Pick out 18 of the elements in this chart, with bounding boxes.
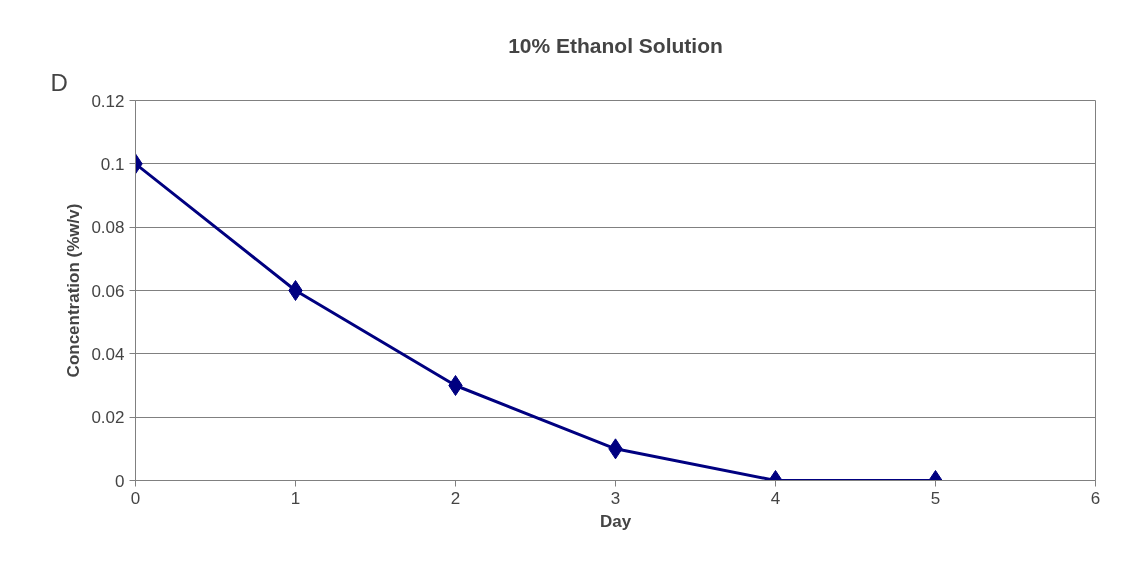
- x-tick-label: 2: [450, 488, 461, 508]
- y-tick-label: 0.04: [91, 344, 125, 364]
- text: D: [50, 68, 68, 96]
- y-tick-label: 0.1: [100, 154, 125, 174]
- y-tick-label: 0.12: [91, 91, 125, 111]
- x-axis-title: Day: [599, 511, 632, 531]
- y-tick-label: 0.06: [91, 281, 125, 301]
- x-tick-label: 1: [290, 488, 301, 508]
- x-tick-label: 4: [770, 488, 781, 508]
- chart-title: 10% Ethanol Solution: [508, 33, 723, 57]
- y-tick-label: 0: [115, 471, 125, 491]
- x-tick-label: 0: [130, 488, 141, 508]
- y-tick-label: 0.08: [91, 218, 125, 238]
- x-tick-label: 6: [1090, 488, 1101, 508]
- y-axis-title: Concentration (%w/v): [64, 203, 84, 378]
- x-tick-label: 5: [930, 488, 941, 508]
- y-tick-label: 0.02: [91, 408, 125, 428]
- x-tick-label: 3: [610, 488, 621, 508]
